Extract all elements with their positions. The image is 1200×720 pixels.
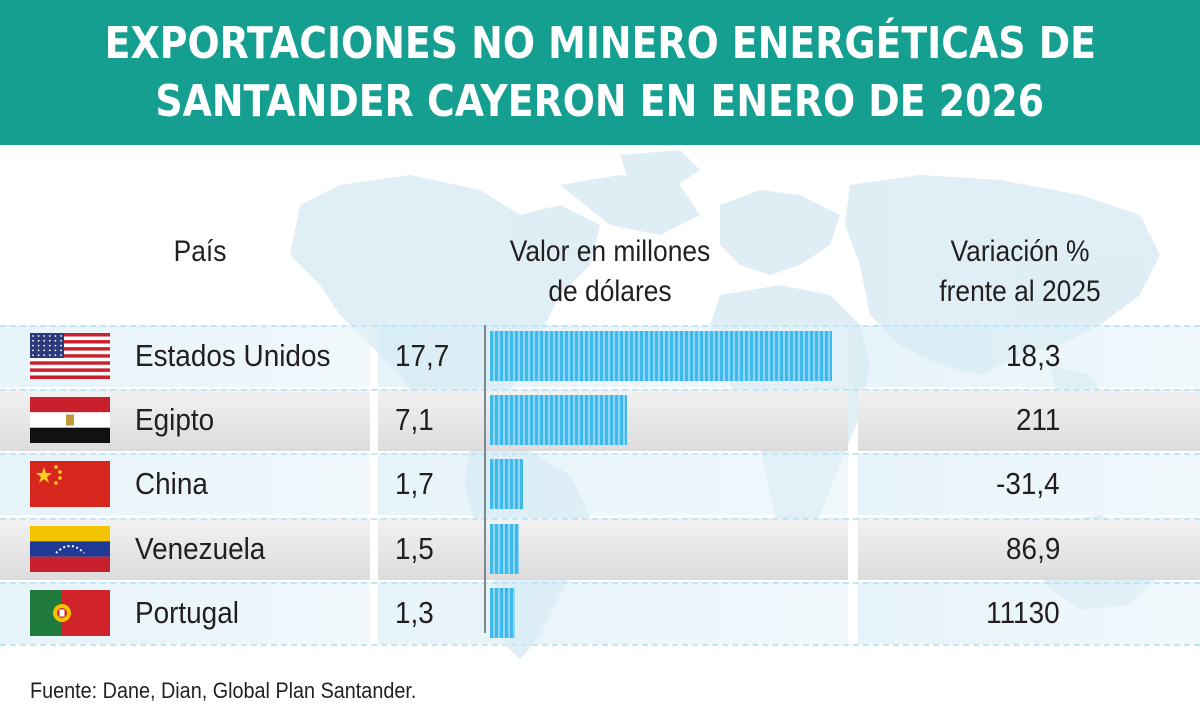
bar <box>490 523 519 574</box>
bar <box>490 459 523 510</box>
country-label: Estados Unidos <box>135 338 331 373</box>
variation-label: 11130 <box>986 594 1060 630</box>
table-row: Venezuela 1,5 86,9 <box>0 517 1200 580</box>
value-label: 1,5 <box>395 530 434 566</box>
row-divider <box>0 581 1200 584</box>
country-label: China <box>135 466 208 502</box>
title-line-1: EXPORTACIONES NO MINERO ENERGÉTICAS DE <box>104 17 1096 69</box>
country-label: Venezuela <box>135 530 266 566</box>
header-variation: Variación % frente al 2025 <box>910 232 1130 312</box>
bar <box>490 395 627 446</box>
table-row: Portugal 1,3 11130 <box>0 581 1200 644</box>
value-label: 1,3 <box>395 594 434 630</box>
row-background <box>858 517 1200 580</box>
venezuela-flag-icon <box>30 525 110 572</box>
usa-flag-icon <box>30 333 110 379</box>
row-divider <box>0 325 1200 327</box>
portugal-flag-icon <box>30 589 110 636</box>
header-value-line-1: Valor en millones <box>509 235 711 268</box>
china-flag-icon <box>30 461 110 508</box>
header-country: País <box>173 235 227 268</box>
table-row: Egipto 7,1 211 <box>0 389 1200 452</box>
header-variation-line-2: frente al 2025 <box>939 275 1101 308</box>
bar <box>490 587 515 638</box>
bar <box>490 331 832 381</box>
row-background <box>378 517 848 580</box>
title-banner: EXPORTACIONES NO MINERO ENERGÉTICAS DE S… <box>0 0 1200 145</box>
row-background <box>378 581 848 644</box>
row-background <box>378 453 848 516</box>
header-value: Valor en millones de dólares <box>487 232 733 312</box>
source-note: Fuente: Dane, Dian, Global Plan Santande… <box>30 678 417 703</box>
header-variation-line-1: Variación % <box>950 235 1090 268</box>
row-background <box>858 389 1200 452</box>
table-row: Estados Unidos 17,7 18,3 <box>0 325 1200 387</box>
table-row: China 1,7 -31,4 <box>0 453 1200 516</box>
row-background <box>858 453 1200 516</box>
variation-label: 18,3 <box>1005 338 1060 373</box>
variation-label: 211 <box>1015 402 1060 438</box>
row-background <box>858 325 1200 387</box>
egypt-flag-icon <box>30 397 110 444</box>
value-label: 1,7 <box>395 466 434 502</box>
country-label: Portugal <box>135 594 239 630</box>
row-background <box>858 581 1200 644</box>
table-bottom-divider <box>0 644 1200 646</box>
bar-axis <box>484 325 486 633</box>
value-label: 17,7 <box>395 338 450 373</box>
variation-label: -31,4 <box>996 466 1060 502</box>
variation-label: 86,9 <box>1005 530 1060 566</box>
country-label: Egipto <box>135 402 215 438</box>
row-divider <box>0 389 1200 392</box>
row-divider <box>0 453 1200 456</box>
value-label: 7,1 <box>395 402 434 438</box>
header-value-line-2: de dólares <box>548 275 672 308</box>
title-line-2: SANTANDER CAYERON EN ENERO DE 2026 <box>155 75 1045 127</box>
row-divider <box>0 517 1200 520</box>
